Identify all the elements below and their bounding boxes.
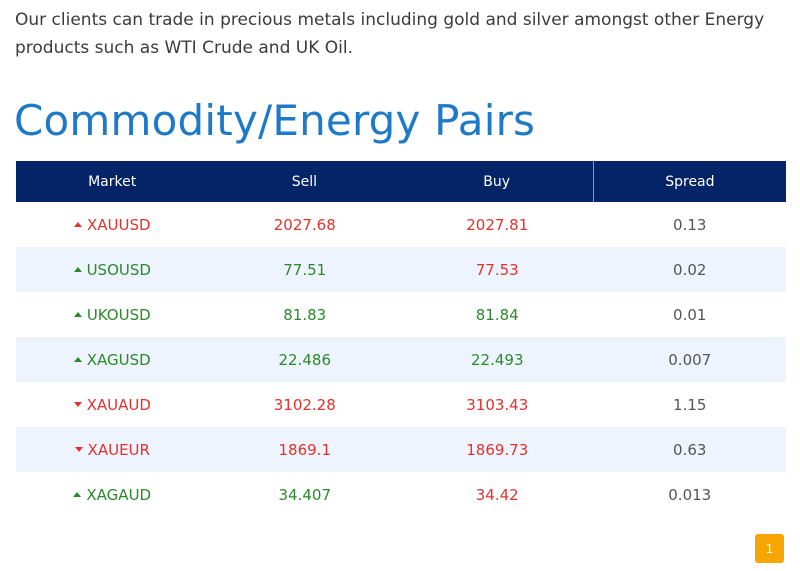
sell-price: 77.51 <box>283 260 327 279</box>
market-symbol: UKOUSD <box>86 305 151 324</box>
intro-text: Our clients can trade in precious metals… <box>15 10 765 58</box>
sell-price: 34.407 <box>278 485 332 504</box>
pairs-table: Market Sell Buy Spread XAUUSD 2027.68 2027… <box>16 161 786 517</box>
buy-price: 2027.81 <box>466 215 529 234</box>
spread-value: 0.02 <box>673 260 707 279</box>
arrow-up-icon <box>73 492 82 497</box>
sell-price: 81.83 <box>283 305 327 324</box>
arrow-up-icon <box>73 267 82 272</box>
market-cell: XAUEUR <box>16 427 209 472</box>
spread-value: 0.63 <box>673 440 707 459</box>
market-symbol: XAGUSD <box>86 350 151 369</box>
market-symbol: XAGAUD <box>86 485 152 504</box>
arrow-down-icon <box>74 447 83 452</box>
table-row[interactable]: XAGAUD 34.407 34.42 0.013 <box>16 472 786 517</box>
spread-value: 0.13 <box>673 215 707 234</box>
market-cell: XAUAUD <box>16 382 209 427</box>
spread-value: 0.007 <box>668 350 712 369</box>
spread-value: 0.01 <box>673 305 707 324</box>
buy-price: 77.53 <box>475 260 519 279</box>
column-header-sell[interactable]: Sell <box>291 173 318 190</box>
buy-price: 1869.73 <box>466 440 529 459</box>
arrow-down-icon <box>73 402 82 407</box>
spread-value: 1.15 <box>673 395 707 414</box>
market-cell: UKOUSD <box>16 292 209 337</box>
table-row[interactable]: XAUAUD 3102.28 3103.43 1.15 <box>16 382 786 427</box>
buy-price: 22.493 <box>471 350 524 369</box>
pagination-page-button[interactable]: 1 <box>755 534 784 563</box>
table-row[interactable]: XAUEUR 1869.1 1869.73 0.63 <box>16 427 786 472</box>
market-cell: XAUUSD <box>16 202 209 247</box>
market-symbol: XAUUSD <box>86 215 151 234</box>
sell-price: 22.486 <box>278 350 332 369</box>
column-header-buy[interactable]: Buy <box>483 173 510 190</box>
table-body: XAUUSD 2027.68 2027.81 0.13 USOUSD 77.51 77.53… <box>16 202 786 517</box>
table-row[interactable]: XAUUSD 2027.68 2027.81 0.13 <box>16 202 786 247</box>
table-row[interactable]: USOUSD 77.51 77.53 0.02 <box>16 247 786 292</box>
market-symbol: XAUEUR <box>87 440 150 459</box>
buy-price: 81.84 <box>475 305 519 324</box>
table-row[interactable]: UKOUSD 81.83 81.84 0.01 <box>16 292 786 337</box>
sell-price: 2027.68 <box>273 215 336 234</box>
market-cell: USOUSD <box>16 247 209 292</box>
arrow-up-icon <box>73 222 82 227</box>
page-title: Commodity/Energy Pairs <box>14 96 536 145</box>
market-cell: XAGUSD <box>16 337 209 382</box>
sell-price: 1869.1 <box>278 440 332 459</box>
market-symbol: USOUSD <box>86 260 151 279</box>
arrow-up-icon <box>73 312 82 317</box>
sell-price: 3102.28 <box>273 395 336 414</box>
table-row[interactable]: XAGUSD 22.486 22.493 0.007 <box>16 337 786 382</box>
arrow-up-icon <box>73 357 82 362</box>
column-header-market[interactable]: Market <box>88 173 137 190</box>
market-cell: XAGAUD <box>16 472 209 517</box>
buy-price: 3103.43 <box>466 395 529 414</box>
table-header: Market Sell Buy Spread <box>16 161 786 202</box>
column-header-spread[interactable]: Spread <box>592 161 786 202</box>
buy-price: 34.42 <box>475 485 519 504</box>
spread-value: 0.013 <box>668 485 712 504</box>
market-symbol: XAUAUD <box>86 395 151 414</box>
